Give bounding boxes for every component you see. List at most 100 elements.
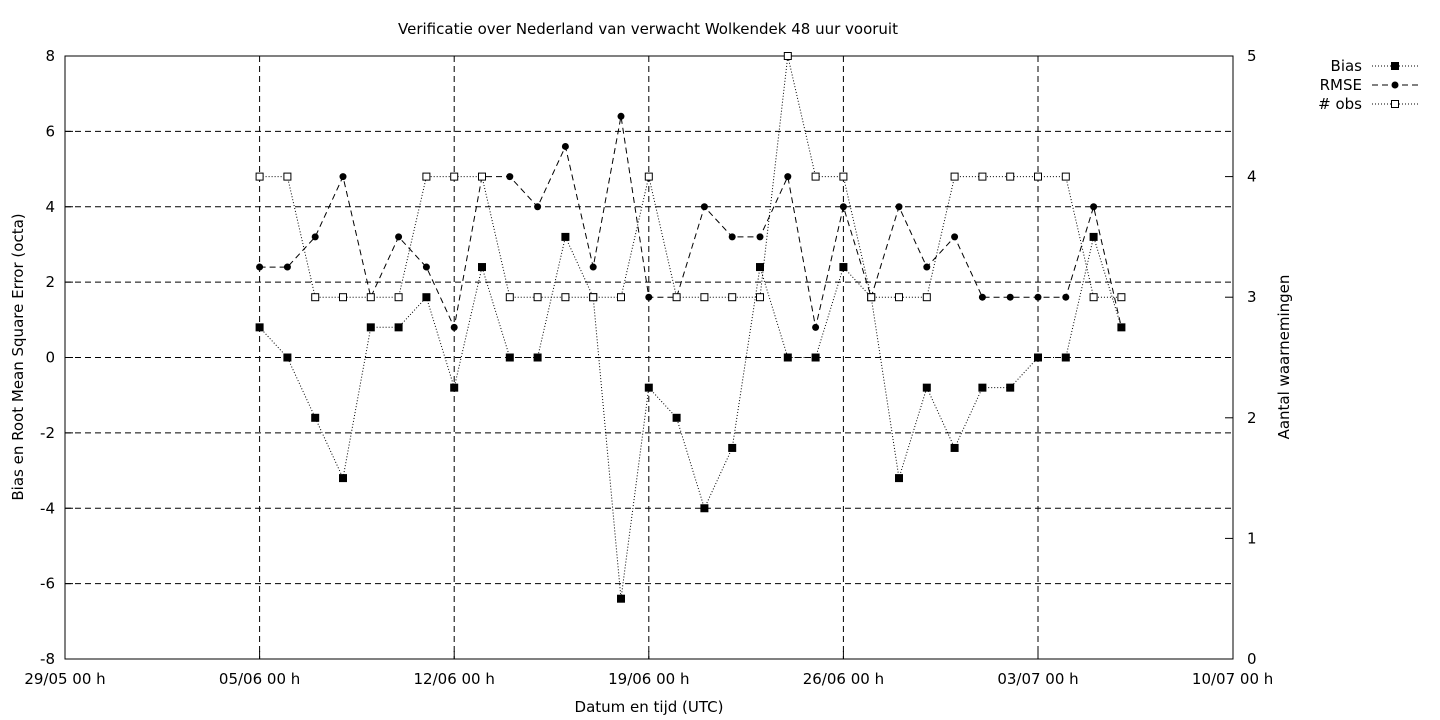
y-tick-label: -2 — [40, 424, 55, 442]
y2-tick-label: 2 — [1247, 409, 1257, 427]
data-point — [533, 353, 542, 362]
y2-tick-label: 3 — [1247, 288, 1257, 306]
data-point — [617, 293, 625, 302]
data-point — [1089, 232, 1098, 241]
data-point — [1034, 172, 1042, 181]
data-point — [922, 293, 931, 302]
data-point — [505, 293, 514, 302]
data-point — [589, 293, 598, 302]
data-point — [478, 172, 486, 181]
data-point — [644, 383, 653, 392]
legend-label: Bias — [1331, 57, 1363, 75]
data-point — [922, 383, 931, 392]
data-point — [422, 293, 431, 302]
data-point — [839, 172, 848, 181]
y-tick-label: -4 — [40, 499, 55, 517]
data-point — [811, 353, 820, 362]
legend-marker — [1391, 62, 1399, 70]
data-point — [756, 293, 764, 302]
data-point — [700, 504, 709, 513]
legend-label: # obs — [1318, 95, 1362, 113]
x-tick-label: 10/07 00 h — [1192, 670, 1273, 688]
data-point — [311, 413, 320, 422]
data-point — [478, 263, 486, 272]
data-point — [783, 353, 792, 362]
data-point — [923, 263, 931, 271]
data-point — [283, 263, 291, 271]
data-point — [1117, 323, 1125, 331]
data-point — [533, 293, 542, 302]
data-point — [394, 293, 403, 302]
x-tick-label: 29/05 00 h — [24, 670, 105, 688]
y2-tick-label: 0 — [1247, 650, 1257, 668]
x-tick-label: 03/07 00 h — [997, 670, 1078, 688]
y2-axis-label: Aantal waarnemingen — [1275, 275, 1293, 440]
data-point — [366, 293, 375, 302]
data-point — [811, 172, 820, 181]
data-point — [1061, 353, 1070, 362]
data-point — [561, 232, 570, 241]
data-point — [950, 443, 959, 452]
data-point — [422, 263, 430, 271]
data-point — [728, 443, 737, 452]
data-point — [617, 112, 625, 120]
data-point — [756, 263, 764, 272]
data-point — [1090, 203, 1098, 211]
data-point — [672, 293, 681, 302]
data-point — [311, 233, 319, 241]
data-point — [644, 172, 653, 181]
y-tick-label: -8 — [40, 650, 55, 668]
data-point — [978, 383, 987, 392]
data-point — [728, 233, 736, 241]
data-point — [950, 172, 959, 181]
data-point — [700, 293, 709, 302]
data-point — [422, 172, 431, 181]
data-point — [394, 323, 403, 332]
data-point — [978, 293, 986, 301]
data-point — [672, 413, 681, 422]
chart-title: Verificatie over Nederland van verwacht … — [398, 20, 898, 38]
y-tick-label: -6 — [40, 575, 55, 593]
x-axis-label: Datum en tijd (UTC) — [575, 698, 724, 716]
data-point — [505, 353, 514, 362]
series-line — [259, 234, 1122, 599]
data-point — [1089, 293, 1098, 302]
data-point — [784, 173, 792, 181]
data-point — [450, 383, 459, 392]
series-layer — [255, 52, 1126, 603]
data-point — [839, 263, 848, 272]
legend-marker — [1391, 100, 1399, 108]
data-point — [339, 173, 347, 181]
data-point — [283, 172, 292, 181]
data-point — [1034, 293, 1042, 301]
y-tick-label: 6 — [45, 122, 55, 140]
series-line — [259, 116, 1122, 329]
y-axis-label: Bias en Root Mean Square Error (octa) — [9, 213, 27, 500]
data-point — [534, 203, 542, 211]
data-point — [283, 353, 292, 362]
data-point — [700, 203, 708, 211]
y-tick-label: 0 — [45, 349, 55, 367]
data-point — [339, 474, 347, 483]
data-point — [561, 293, 570, 302]
y2-tick-label: 1 — [1247, 529, 1257, 547]
axes: -8 -6 -4 -2 0 2 4 6 8 0 1 2 3 4 5 29/05 00 h 05/06 00 h 1… — [24, 47, 1273, 688]
data-point — [506, 173, 514, 181]
data-point — [366, 323, 375, 332]
data-point — [1061, 172, 1070, 181]
data-point — [867, 293, 876, 302]
y-tick-label: 2 — [45, 273, 55, 291]
data-point — [589, 263, 597, 271]
data-point — [895, 203, 903, 211]
grid — [65, 56, 1233, 659]
x-tick-label: 12/06 00 h — [414, 670, 495, 688]
x-tick-label: 05/06 00 h — [219, 670, 300, 688]
data-point — [395, 233, 403, 241]
data-point — [839, 203, 847, 211]
data-point — [617, 594, 625, 603]
legend-label: RMSE — [1320, 76, 1362, 94]
data-point — [895, 293, 903, 302]
data-point — [978, 172, 987, 181]
